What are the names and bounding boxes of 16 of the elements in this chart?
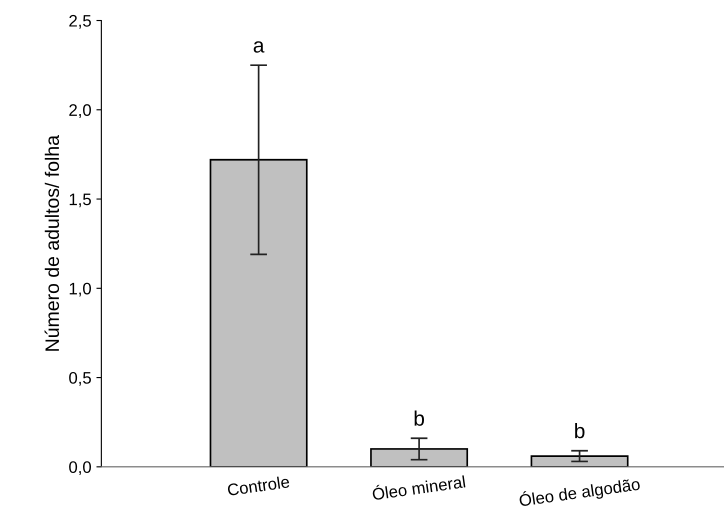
annotation: a xyxy=(254,41,264,53)
y-tick-label: 2,5 xyxy=(69,14,91,29)
y-tick-label: 2,0 xyxy=(69,104,91,118)
x-tick-label: Óleo mineral xyxy=(372,472,466,500)
y-tick-label: 0,5 xyxy=(69,372,91,386)
x-tick-label: Controle xyxy=(227,475,290,496)
y-axis-title: Número de adultos/ folha xyxy=(44,135,60,351)
y-tick-label: 0,0 xyxy=(69,461,91,475)
annotation: b xyxy=(414,410,424,426)
x-tick-label: Óleo de algodão xyxy=(518,475,641,510)
y-tick-label: 1,0 xyxy=(70,282,91,296)
annotation: b xyxy=(575,423,584,438)
y-tick-label: 1,5 xyxy=(70,194,91,208)
bar xyxy=(370,448,468,467)
bar xyxy=(530,455,629,467)
bar xyxy=(210,158,308,467)
